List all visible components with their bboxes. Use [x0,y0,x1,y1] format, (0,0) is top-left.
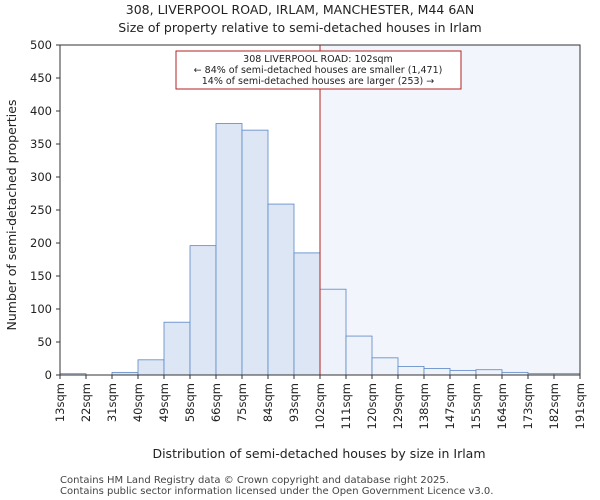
bar-120sqm [371,357,399,376]
x-tick-label: 182sqm [547,383,561,429]
x-tick-label: 147sqm [443,383,457,429]
x-tick-label: 93sqm [287,383,301,422]
bar-84sqm [267,203,295,376]
x-tick-label: 58sqm [183,383,197,422]
footer-line-1: Contains HM Land Registry data © Crown c… [60,475,449,486]
y-tick-label: 50 [37,335,52,349]
bar-93sqm [293,252,321,376]
x-axis-label: Distribution of semi-detached houses by … [152,446,485,461]
annotation-line-2: ← 84% of semi-detached houses are smalle… [194,65,443,76]
y-tick-label: 0 [45,368,52,382]
y-tick-label: 200 [30,236,52,250]
bar-75sqm [241,129,269,376]
annotation-box [175,50,462,90]
x-tick-label: 49sqm [157,383,171,422]
bar-129sqm [397,366,425,376]
bars-group [59,123,581,376]
chart-subtitle: Size of property relative to semi-detach… [118,20,481,35]
bar-155sqm [475,369,503,376]
bar-102sqm [319,288,347,376]
larger-region-shade [320,45,580,375]
x-tick-label: 40sqm [131,383,145,422]
bar-66sqm [215,123,243,376]
y-axis-label: Number of semi-detached properties [4,100,19,331]
bar-147sqm [449,369,477,376]
bar-40sqm [137,359,165,376]
x-tick-label: 13sqm [53,383,67,422]
y-tick-label: 250 [30,203,52,217]
bar-111sqm [345,335,373,376]
bar-58sqm [189,245,217,376]
footer-line-2: Contains public sector information licen… [60,486,493,497]
x-tick-label: 138sqm [417,383,431,429]
x-tick-label: 164sqm [495,383,509,429]
y-tick-label: 350 [30,137,52,151]
x-tick-label: 120sqm [365,383,379,429]
x-tick-label: 111sqm [339,383,353,429]
x-axis: 13sqm 22sqm 31sqm 40sqm 49sqm 58sqm 66sqm 75sqm… [53,375,587,429]
chart-title: 308, LIVERPOOL ROAD, IRLAM, MANCHESTER, … [126,2,474,17]
x-tick-label: 129sqm [391,383,405,429]
annotation-line-1: 308 LIVERPOOL ROAD: 102sqm [243,54,393,65]
x-tick-label: 31sqm [105,383,119,422]
x-tick-label: 102sqm [313,383,327,429]
y-tick-label: 100 [30,302,52,316]
y-tick-label: 150 [30,269,52,283]
x-tick-label: 66sqm [209,383,223,422]
y-tick-label: 400 [30,104,52,118]
annotation-line-3: 14% of semi-detached houses are larger (… [202,76,435,87]
x-tick-label: 22sqm [79,383,93,422]
x-tick-label: 155sqm [469,383,483,429]
x-tick-label: 75sqm [235,383,249,422]
x-tick-label: 173sqm [521,383,535,429]
bar-138sqm [423,367,451,376]
x-tick-label: 191sqm [573,383,587,429]
bar-49sqm [163,321,191,376]
x-tick-label: 84sqm [261,383,275,422]
y-tick-label: 300 [30,170,52,184]
y-tick-label: 500 [30,38,52,52]
y-tick-label: 450 [30,71,52,85]
y-axis: 0 50 100 150 200 250 300 350 400 450 500 [30,38,60,382]
